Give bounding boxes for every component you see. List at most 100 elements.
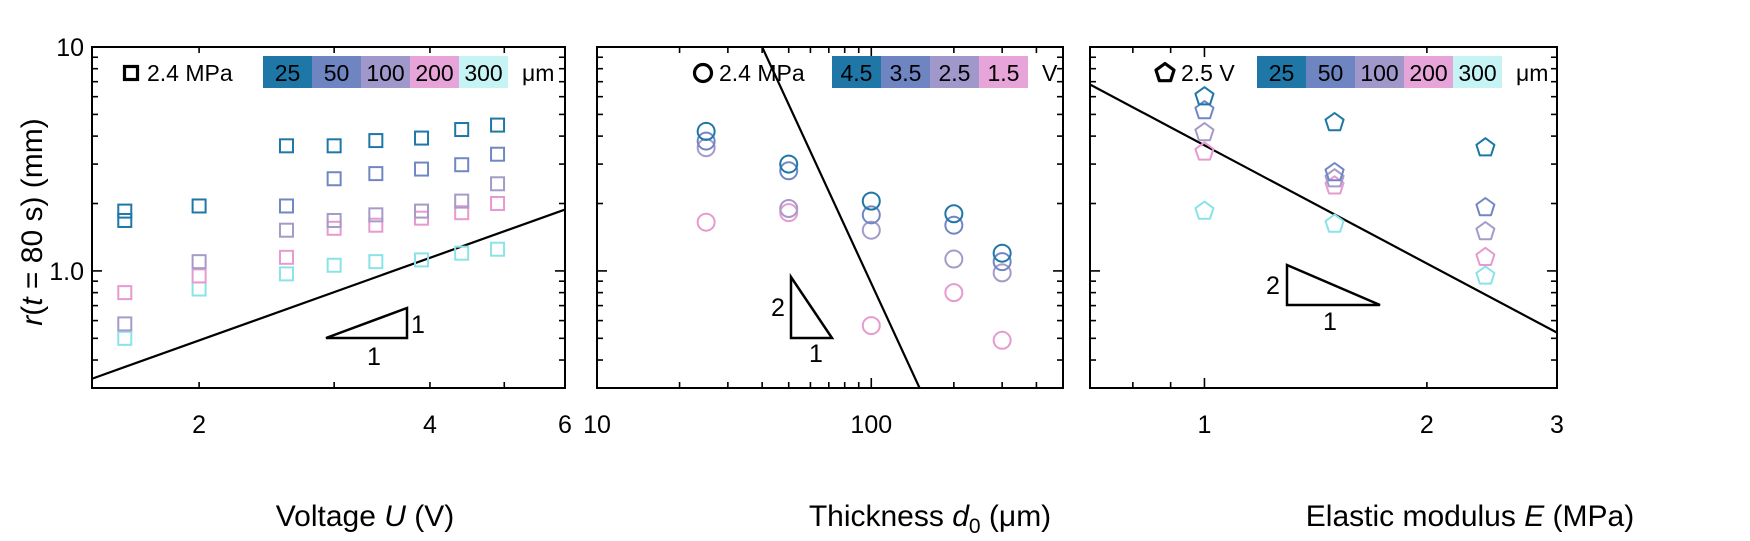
data-point-square [368, 207, 384, 223]
panel-thickness: 10 100 21 2.4 MPa 4.5 3.5 2.5 1.5 V [583, 46, 1064, 439]
data-point-square [490, 117, 506, 133]
x-tick-label: 6 [558, 411, 572, 439]
data-point-pentagon [1475, 197, 1496, 217]
data-point-pentagon [1324, 162, 1345, 182]
slope-triangle-label: 1 [411, 311, 425, 339]
colorbar-label: 25 [275, 60, 301, 86]
colorbar-label: 25 [1269, 60, 1295, 86]
data-point-square [454, 157, 470, 173]
data-point-circle [944, 204, 964, 224]
data-point-square [414, 161, 430, 177]
y-axis-label: r(t = 80 s) (mm) [16, 118, 49, 326]
data-point-circle [696, 212, 716, 232]
colorbar-swatch [459, 56, 508, 88]
plot-frame [91, 46, 566, 389]
colorbar-label: 3.5 [890, 60, 922, 86]
data-point-square [368, 166, 384, 182]
colorbar-swatch [361, 56, 410, 88]
colorbar-swatch [1355, 56, 1404, 88]
data-point-square [117, 203, 133, 219]
data-point-square [490, 146, 506, 162]
slope-triangle-label: 2 [1266, 272, 1280, 300]
data-point-circle [992, 263, 1012, 283]
colorbar-label: 300 [1458, 60, 1496, 86]
data-point-circle [861, 191, 881, 211]
data-point-square [490, 176, 506, 192]
slope-triangle-label: 1 [809, 340, 823, 368]
panel-modulus: 1 2 3 2 1 2.5 V 25 50 100 200 300 μm [1089, 46, 1564, 439]
slope-triangle-label: 1 [367, 343, 381, 371]
colorbar-label: 300 [464, 60, 502, 86]
colorbar-swatch [1453, 56, 1502, 88]
data-point-square [326, 257, 342, 273]
colorbar-unit: μm [1516, 60, 1548, 86]
data-point-square [414, 252, 430, 268]
data-point-circle [861, 220, 881, 240]
data-point-pentagon [1324, 112, 1345, 132]
data-point-pentagon [1475, 221, 1496, 241]
data-point-square [326, 220, 342, 236]
fit-line [1090, 83, 1557, 334]
legend-marker-square [122, 64, 140, 82]
data-point-circle [944, 283, 964, 303]
data-point-pentagon [1194, 200, 1215, 220]
data-point-square [278, 266, 294, 282]
x-tick-label: 100 [850, 411, 892, 439]
colorbar-swatch [832, 56, 881, 88]
plot-frame [1089, 46, 1558, 389]
panel-voltage: 2 4 6 1.0 10 1 1 2.4 MPa 25 50 100 200 300 μm [49, 34, 572, 439]
data-point-square [490, 196, 506, 212]
data-point-square [454, 245, 470, 261]
colorbar-label: 1.5 [988, 60, 1020, 86]
x-tick-label: 2 [1420, 411, 1434, 439]
x-tick-label: 3 [1550, 411, 1564, 439]
data-point-pentagon [1324, 213, 1345, 233]
slope-triangle [325, 306, 409, 340]
y-tick-label: 1.0 [49, 258, 84, 286]
data-point-pentagon [1194, 100, 1215, 120]
slope-triangle [1285, 263, 1381, 307]
data-point-circle [779, 154, 799, 174]
data-point-square [278, 222, 294, 238]
data-point-square [454, 205, 470, 221]
colorbar-label: 100 [1360, 60, 1398, 86]
x-axis-label-voltage: Voltage U (V) [276, 500, 454, 533]
colorbar-swatch [263, 56, 312, 88]
data-point-square [414, 203, 430, 219]
slope-triangle-label: 1 [1323, 308, 1337, 336]
data-point-square [191, 268, 207, 284]
colorbar-swatch [312, 56, 361, 88]
data-point-circle [779, 161, 799, 181]
colorbar-swatch [979, 56, 1028, 88]
data-point-pentagon [1194, 86, 1215, 106]
colorbar-label: 100 [366, 60, 404, 86]
data-point-circle [944, 215, 964, 235]
data-point-square [117, 330, 133, 346]
data-point-circle [992, 243, 1012, 263]
data-point-pentagon [1475, 265, 1496, 285]
colorbar-label: 200 [1409, 60, 1447, 86]
slope-triangle-label: 2 [771, 294, 785, 322]
x-axis-label-thickness: Thickness d0 (μm) [809, 500, 1051, 538]
data-point-square [117, 285, 133, 301]
data-point-circle [944, 249, 964, 269]
x-tick-label: 1 [1198, 411, 1212, 439]
data-point-square [191, 281, 207, 297]
data-point-square [326, 171, 342, 187]
colorbar-swatch [1306, 56, 1355, 88]
legend-marker-circle [692, 62, 714, 84]
data-point-square [117, 212, 133, 228]
data-point-square [278, 138, 294, 154]
fit-line [761, 47, 921, 388]
data-point-square [326, 138, 342, 154]
x-tick-label: 10 [583, 411, 611, 439]
slope-triangle [789, 272, 835, 340]
data-point-square [326, 212, 342, 228]
data-point-square [368, 254, 384, 270]
data-point-pentagon [1475, 246, 1496, 266]
data-point-square [191, 198, 207, 214]
data-point-circle [992, 330, 1012, 350]
colorbar-label: 2.5 [939, 60, 971, 86]
data-point-square [490, 241, 506, 257]
